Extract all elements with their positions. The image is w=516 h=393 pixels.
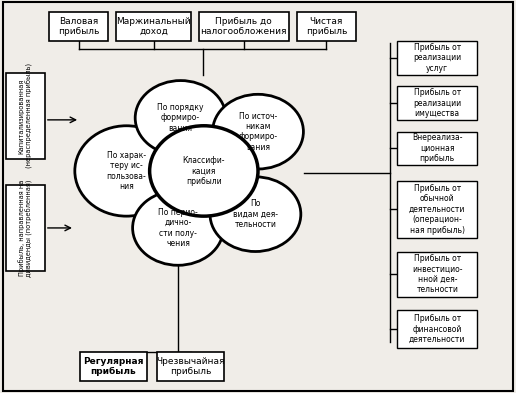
FancyBboxPatch shape [397,252,477,297]
Ellipse shape [150,126,258,216]
Text: Чистая
прибыль: Чистая прибыль [305,17,347,36]
FancyBboxPatch shape [397,86,477,120]
Text: Классифи-
кация
прибыли: Классифи- кация прибыли [183,156,225,186]
FancyBboxPatch shape [397,132,477,165]
Text: Прибыль от
реализации
имущества: Прибыль от реализации имущества [413,88,461,118]
FancyBboxPatch shape [397,310,477,348]
Text: Прибыль от
обычной
деятельности
(операцион-
ная прибыль): Прибыль от обычной деятельности (операци… [409,184,465,235]
FancyBboxPatch shape [199,12,289,41]
FancyBboxPatch shape [6,73,45,159]
Text: Капитализированная
(нераспределенная прибыль): Капитализированная (нераспределенная при… [18,63,33,169]
Text: Регулярная
прибыль: Регулярная прибыль [83,357,144,376]
Text: Прибыль, направленная на
дивиденды (потребленная): Прибыль, направленная на дивиденды (потр… [18,179,33,277]
Text: По порядку
формиро-
вания: По порядку формиро- вания [157,103,204,133]
Text: Валовая
прибыль: Валовая прибыль [58,17,100,36]
FancyBboxPatch shape [80,352,147,381]
Ellipse shape [133,191,223,265]
Text: Маржинальный
доход: Маржинальный доход [116,17,191,36]
Text: По харак-
теру ис-
пользова-
ния: По харак- теру ис- пользова- ния [106,151,147,191]
Ellipse shape [75,126,178,216]
Text: Прибыль от
финансовой
деятельности: Прибыль от финансовой деятельности [409,314,465,344]
FancyBboxPatch shape [397,181,477,238]
Text: Прибыль от
инвестицио-
нной дея-
тельности: Прибыль от инвестицио- нной дея- тельнос… [412,254,462,294]
Text: Прибыль до
налогообложения: Прибыль до налогообложения [201,17,287,36]
FancyBboxPatch shape [157,352,224,381]
Text: Внереализа-
ционная
прибыль: Внереализа- ционная прибыль [412,134,462,163]
Ellipse shape [213,94,303,169]
Text: По
видам дея-
тельности: По видам дея- тельности [233,199,278,229]
Text: По перио-
дично-
сти полу-
чения: По перио- дично- сти полу- чения [158,208,198,248]
Text: Прибыль от
реализации
услуг: Прибыль от реализации услуг [413,43,461,73]
Ellipse shape [135,81,226,155]
Text: Чрезвычайная
прибыль: Чрезвычайная прибыль [157,357,225,376]
FancyBboxPatch shape [116,12,191,41]
FancyBboxPatch shape [6,185,45,271]
FancyBboxPatch shape [397,41,477,75]
FancyBboxPatch shape [49,12,108,41]
Text: По источ-
никам
формиро-
вания: По источ- никам формиро- вания [238,112,278,152]
Ellipse shape [210,177,301,252]
FancyBboxPatch shape [297,12,356,41]
